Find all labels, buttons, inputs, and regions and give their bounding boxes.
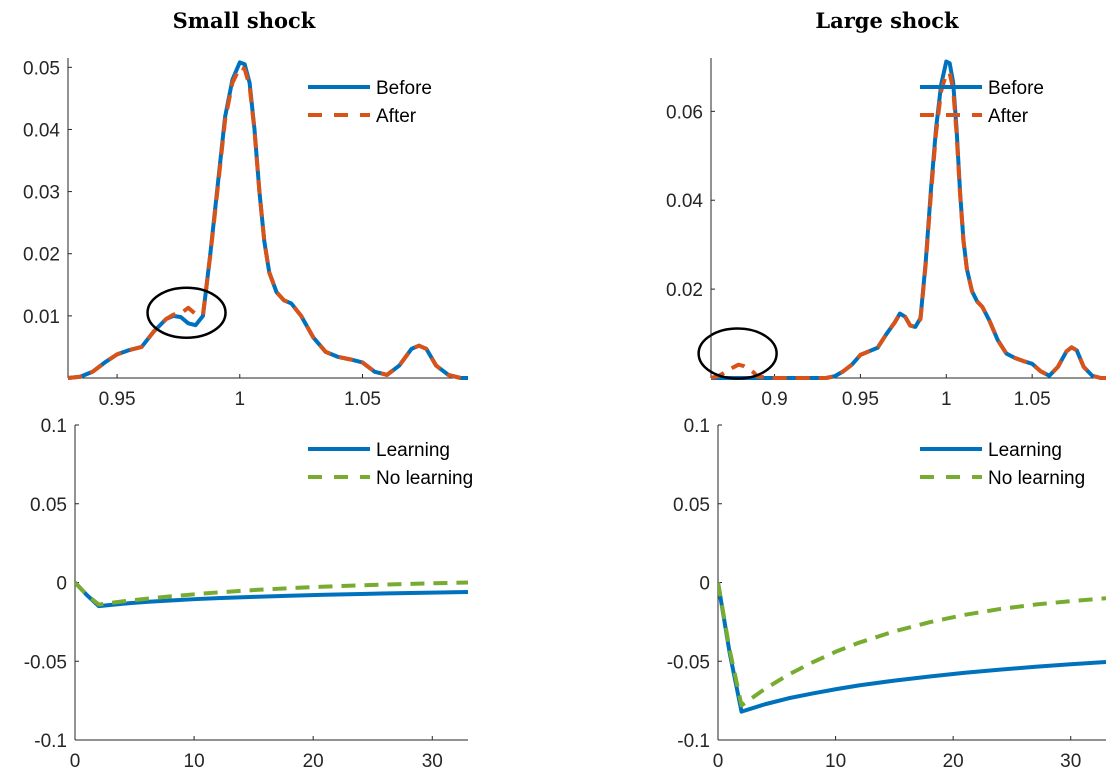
y-tick-label: 0.04 — [23, 120, 60, 141]
y-tick-label: 0.05 — [30, 495, 67, 516]
y-tick-label: 0.05 — [23, 58, 60, 79]
chart-title-large-shock: Large shock — [815, 8, 959, 33]
annotation-circle — [697, 327, 778, 380]
series-line-no-learning — [718, 582, 1106, 708]
y-tick-label: -0.1 — [34, 731, 67, 752]
panel-bottom-left: 0 10 20 30 -0.1 -0.05 0 0.05 0.1 Learning No learn… — [24, 416, 473, 770]
series-line-after — [711, 71, 1106, 380]
x-tick-label: 0 — [70, 751, 81, 770]
series-line-learning — [75, 581, 468, 609]
legend-entry: No learning — [376, 468, 473, 489]
x-tick-label: 1 — [234, 389, 245, 410]
x-tick-label: 0.9 — [761, 389, 787, 410]
annotation-circle — [146, 286, 227, 340]
x-tick-label: 0.95 — [99, 389, 136, 410]
y-tick-label: 0.06 — [666, 102, 703, 123]
panel-bottom-right: 0 10 20 30 -0.1 -0.05 0 0.05 0.1 Learning No learn… — [667, 416, 1106, 770]
x-tick-label: 10 — [184, 751, 205, 770]
x-tick-label: 10 — [825, 751, 846, 770]
legend-entry: After — [988, 106, 1029, 127]
x-tick-label: 0.95 — [842, 389, 879, 410]
x-tick-label: 20 — [943, 751, 964, 770]
y-tick-label: 0 — [56, 574, 67, 595]
y-tick-label: 0.02 — [23, 245, 60, 266]
y-tick-label: 0 — [699, 574, 710, 595]
y-tick-label: -0.05 — [667, 652, 710, 673]
y-tick-label: 0.1 — [41, 416, 67, 437]
series-line-before — [711, 59, 1106, 380]
x-tick-label: 20 — [303, 751, 324, 770]
legend-entry: Before — [376, 78, 432, 99]
x-tick-label: 1 — [941, 389, 952, 410]
y-tick-label: 0.01 — [23, 307, 60, 328]
legend-entry: Before — [988, 78, 1044, 99]
y-tick-label: 0.03 — [23, 183, 60, 204]
series-line-learning — [718, 582, 1106, 714]
y-tick-label: 0.05 — [673, 495, 710, 516]
x-tick-label: 0 — [713, 751, 724, 770]
legend-entry: After — [376, 106, 417, 127]
y-tick-label: -0.1 — [677, 731, 710, 752]
legend-entry: Learning — [988, 440, 1062, 461]
x-tick-label: 30 — [422, 751, 443, 770]
x-tick-label: 30 — [1060, 751, 1081, 770]
panel-top-left: 0.95 1 1.05 0.01 0.02 0.03 0.04 0.05 Before After — [23, 58, 468, 410]
chart-title-small-shock: Small shock — [173, 8, 316, 33]
legend-entry: No learning — [988, 468, 1085, 489]
y-tick-label: 0.02 — [666, 280, 703, 301]
y-tick-label: 0.04 — [666, 191, 703, 212]
panel-top-right: 0.9 0.95 1 1.05 0.02 0.04 0.06 Before After — [666, 58, 1106, 410]
legend-entry: Learning — [376, 440, 450, 461]
y-tick-label: -0.05 — [24, 652, 67, 673]
y-tick-label: 0.1 — [684, 416, 710, 437]
x-tick-label: 1.05 — [344, 389, 381, 410]
x-tick-label: 1.05 — [1014, 389, 1051, 410]
